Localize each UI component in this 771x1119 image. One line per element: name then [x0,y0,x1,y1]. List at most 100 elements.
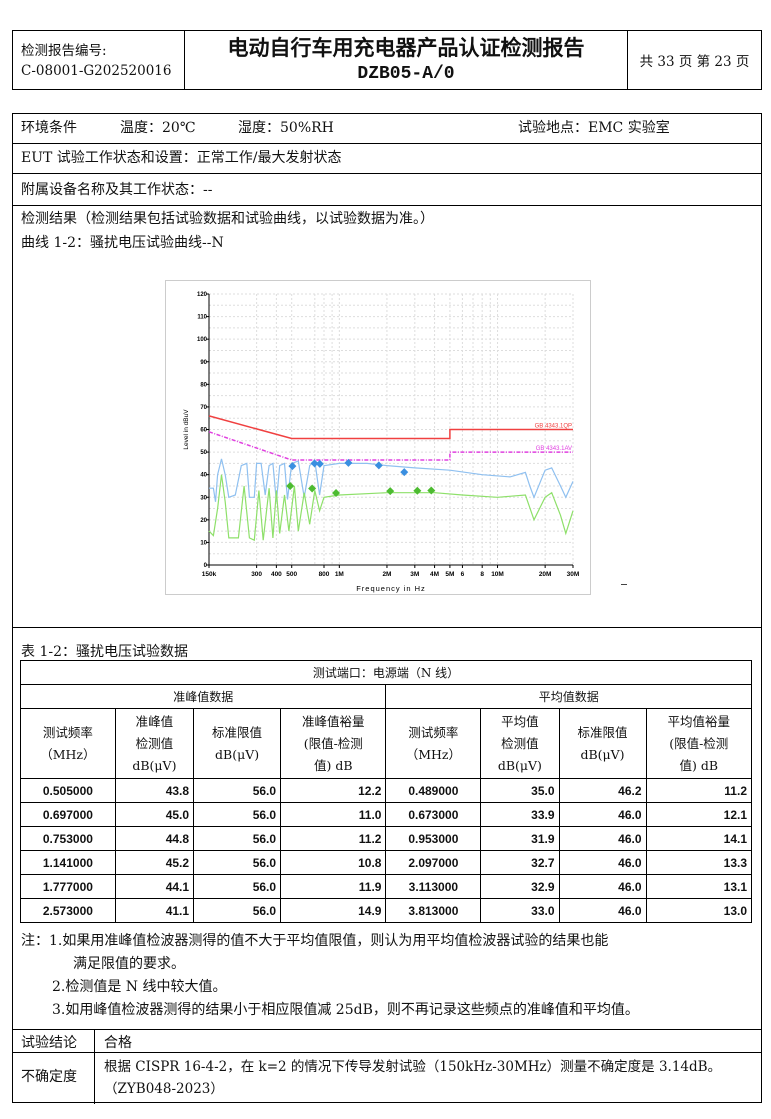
results-section: 检测结果（检测结果包括试验数据和试验曲线，以试验数据为准。） 曲线 1-2：骚扰… [13,206,761,628]
table-cell: 14.9 [280,898,387,923]
table-cell: 56.0 [193,802,282,827]
uncertainty-ref: （ZYB048-2023） [104,1081,224,1097]
table-cell: 11.2 [280,826,387,851]
y-tick-label: 90 [200,360,207,366]
y-tick-label: 70 [200,405,207,411]
table-cell: 44.8 [114,826,195,851]
table-cell: 0.489000 [385,778,482,803]
table-cell: 41.1 [114,898,195,923]
measurement-trace [208,474,574,542]
y-tick-label: 30 [200,495,207,501]
y-axis-label: Level in dBuV [183,409,190,450]
y-tick-label: 100 [197,337,208,343]
table-cell: 44.1 [114,874,195,899]
table-cell: 33.0 [480,898,560,923]
report-number-cell: 检测报告编号: C-08001-G202520016 [13,31,185,89]
y-tick-label: 60 [200,428,207,434]
page-count: 共 33 页 第 23 页 [639,54,750,70]
emission-table: 测试端口：电源端（N 线） 准峰值数据 平均值数据 测试频率 （MHz） 准峰值 检… [19,660,753,923]
table-cell: 14.1 [645,826,753,851]
y-tick-label: 40 [200,473,207,479]
test-port: 测试端口：电源端（N 线） [20,660,752,685]
y-tick-label: 80 [200,382,207,388]
x-tick-label: 400 [271,571,282,578]
temperature: 温度：20℃ [120,120,196,136]
y-tick-label: 50 [200,450,207,456]
limit-label: GB 4343.1QP [535,424,572,430]
table-cell: 45.0 [114,802,195,827]
x-tick-label: 6 [461,571,465,578]
data-marker [315,459,324,468]
column-header: 测试频率 （MHz） [20,708,116,779]
table-cell: 43.8 [114,778,195,803]
y-tick-label: 120 [197,292,208,298]
table-row: 2.573000 41.1 56.0 14.9 3.813000 33.0 46.0 13.0 [20,898,753,923]
column-header: 标准限值 dB(μV) [558,708,647,779]
av-group-header: 平均值数据 [385,684,752,709]
data-marker [286,481,295,490]
limit-line [208,431,573,461]
table-cell: 13.3 [645,850,753,875]
x-tick-label: 150k [202,571,217,578]
table-cell: 56.0 [193,874,282,899]
note-2: 2.检测值是 N 线中较大值。 [52,979,227,995]
eut-row: EUT 试验工作状态和设置：正常工作/最大发射状态 [13,144,761,174]
table-cell: 3.813000 [385,898,482,923]
report-number-label: 检测报告编号: [21,43,107,59]
divider [13,1052,761,1053]
table-cell: 56.0 [193,826,282,851]
table-cell: 2.573000 [20,898,116,923]
x-tick-label: 20M [539,571,552,578]
table-cell: 3.113000 [385,874,482,899]
table-caption: 表 1-2：骚扰电压试验数据 [21,644,188,660]
table-cell: 11.2 [645,778,753,803]
table-row: 1.777000 44.1 56.0 11.9 3.113000 32.9 46.0 13.1 [20,874,753,899]
table-cell: 46.0 [558,826,647,851]
column-header: 平均值 检测值 dB(μV) [480,708,560,779]
table-cell: 12.1 [645,802,753,827]
humidity: 湿度：50%RH [238,120,334,136]
x-tick-label: 5M [445,571,454,578]
data-marker [413,486,422,495]
divider [13,1029,761,1030]
table-cell: 12.2 [280,778,387,803]
x-tick-label: 30M [567,571,580,578]
table-row: 0.697000 45.0 56.0 11.0 0.673000 33.9 46.0 12.1 [20,802,753,827]
conclusion-value: 合格 [104,1035,132,1051]
note-3: 3.如用峰值检波器测得的结果小于相应限值减 25dB，则不再记录这些频点的准峰值… [52,1002,639,1018]
table-cell: 13.0 [645,898,753,923]
table-cell: 1.777000 [20,874,116,899]
data-marker [386,487,395,496]
table-cell: 46.2 [558,778,647,803]
table-cell: 46.0 [558,898,647,923]
y-tick-label: 110 [197,315,207,321]
y-tick-label: 0 [204,563,208,569]
note-1: 注：1.如果用准峰值检波器测得的值不大于平均值限值，则认为用平均值检波器试验的结… [21,933,609,949]
table-cell: 56.0 [193,778,282,803]
table-cell: 35.0 [480,778,560,803]
x-tick-label: 800 [319,571,330,578]
table-cell: 0.673000 [385,802,482,827]
report-header: 检测报告编号: C-08001-G202520016 电动自行车用充电器产品认证… [12,30,762,90]
uncertainty-label: 不确定度 [21,1069,77,1085]
data-marker [427,486,436,495]
results-text: 检测结果（检测结果包括试验数据和试验曲线，以试验数据为准。） [21,211,434,227]
uncertainty-text: 根据 CISPR 16-4-2，在 k=2 的情况下传导发射试验（150kHz-… [104,1056,721,1100]
uncertainty-value: 根据 CISPR 16-4-2，在 k=2 的情况下传导发射试验（150kHz-… [104,1059,722,1075]
x-tick-label: 500 [286,571,297,578]
qp-group-header: 准峰值数据 [19,684,387,709]
test-location: 试验地点：EMC 实验室 [518,120,670,136]
column-header: 测试频率 （MHz） [385,708,482,779]
table-cell: 0.505000 [20,778,116,803]
limit-line [208,415,573,440]
table-cell: 56.0 [193,898,282,923]
aux-row: 附属设备名称及其工作状态：-- [13,174,761,206]
table-cell: 2.097000 [385,850,482,875]
data-marker [310,459,319,468]
table-cell: 10.8 [280,850,387,875]
data-marker [344,458,353,467]
env-row: 环境条件 温度：20℃ 湿度：50%RH 试验地点：EMC 实验室 [13,114,761,144]
table-cell: 31.9 [480,826,560,851]
x-tick-label: 8 [480,571,484,578]
column-header: 平均值裕量 (限值-检测 值) dB [645,708,753,779]
